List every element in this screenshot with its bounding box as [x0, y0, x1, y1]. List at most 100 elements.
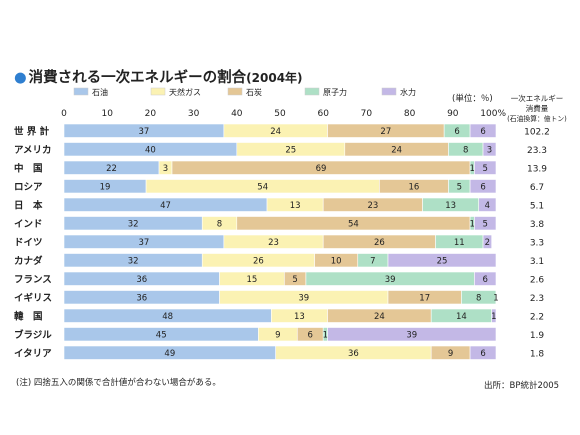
data-label-gas: 23: [268, 238, 279, 248]
data-label-nuclear: 7: [370, 257, 375, 267]
data-label-gas: 3: [163, 164, 168, 174]
data-label-gas: 39: [298, 294, 309, 304]
data-label-coal: 6: [308, 331, 313, 341]
data-label-hydro: 6: [480, 183, 485, 193]
consumption-value: 2.6: [530, 276, 545, 286]
consumption-value: 3.1: [530, 257, 544, 267]
category-label: イタリア: [14, 348, 52, 360]
bar-segment-hydro: [469, 179, 497, 194]
data-label-hydro: 1: [491, 312, 496, 322]
data-label-nuclear: 8: [476, 294, 481, 304]
data-label-nuclear: 1: [470, 220, 475, 230]
bar-segment-hydro: [482, 142, 497, 157]
legend-label-oil: 石油: [92, 87, 108, 97]
data-label-hydro: 2: [485, 238, 490, 248]
legend-swatch-coal: [227, 87, 243, 96]
chart-title-year: (2004年): [246, 71, 303, 85]
data-label-coal: 10: [331, 257, 342, 267]
data-label-oil: 49: [164, 349, 175, 359]
category-label: 韓 国: [14, 311, 43, 323]
category-label: 世 界 計: [14, 126, 50, 138]
x-tick-label: 30: [188, 109, 200, 119]
consumption-value: 3.8: [530, 220, 545, 230]
consumption-value: 1.9: [530, 331, 545, 341]
data-label-coal: 27: [380, 127, 391, 137]
consumption-value: 6.7: [530, 183, 544, 193]
bar-segment-hydro: [474, 160, 497, 175]
data-label-coal: 5: [292, 275, 297, 285]
data-label-gas: 54: [257, 183, 268, 193]
data-label-oil: 32: [128, 220, 139, 230]
bar-segment-hydro: [474, 216, 497, 231]
data-label-coal: 69: [316, 164, 327, 174]
x-tick-label: 90: [447, 109, 459, 119]
bar-segment-hydro: [482, 234, 492, 249]
category-label: ブラジル: [14, 329, 52, 341]
consumption-header-line2: 消費量: [526, 103, 549, 113]
data-label-oil: 37: [139, 238, 150, 248]
bar-segment-hydro: [327, 327, 497, 342]
consumption-value: 5.1: [530, 202, 544, 212]
data-label-nuclear: 39: [385, 275, 396, 285]
legend-swatch-hydro: [381, 87, 397, 96]
bar-segment-hydro: [495, 290, 497, 305]
x-tick-label: 70: [361, 109, 373, 119]
source-note: 出所：BP統計2005: [484, 381, 560, 391]
legend-label-gas: 天然ガス: [169, 87, 201, 97]
data-label-gas: 8: [217, 220, 222, 230]
consumption-value: 23.3: [527, 146, 547, 156]
data-label-nuclear: 1: [323, 331, 328, 341]
category-label: アメリカ: [14, 145, 52, 156]
data-label-hydro: 6: [482, 275, 487, 285]
data-label-oil: 22: [106, 164, 117, 174]
data-label-hydro: 39: [406, 331, 417, 341]
x-tick-label: 100%: [480, 109, 506, 119]
data-label-gas: 15: [247, 275, 258, 285]
category-label: イギリス: [14, 292, 52, 304]
bar-segment-hydro: [474, 271, 497, 286]
x-tick-label: 60: [317, 109, 329, 119]
x-tick-label: 0: [61, 109, 67, 119]
data-label-coal: 23: [367, 201, 378, 211]
consumption-header-line1: 一次エネルギー: [511, 93, 564, 103]
data-label-oil: 45: [156, 331, 167, 341]
consumption-value: 13.9: [527, 165, 547, 175]
data-label-hydro: 6: [480, 349, 485, 359]
data-label-oil: 48: [162, 312, 173, 322]
data-label-coal: 9: [448, 349, 453, 359]
consumption-header-line3: (石油換算：億トン): [507, 114, 567, 123]
data-label-gas: 36: [348, 349, 359, 359]
category-label: 日 本: [14, 200, 43, 212]
data-label-nuclear: 8: [463, 146, 468, 156]
data-label-gas: 13: [290, 201, 301, 211]
data-label-oil: 40: [145, 146, 156, 156]
data-label-oil: 19: [100, 183, 111, 193]
data-label-nuclear: 6: [454, 127, 459, 137]
data-label-gas: 25: [285, 146, 296, 156]
data-label-oil: 47: [160, 201, 171, 211]
data-label-hydro: 6: [480, 127, 485, 137]
chart-title-text: 消費される一次エネルギーの割合: [28, 70, 247, 86]
data-label-coal: 17: [419, 294, 430, 304]
bar-segment-hydro: [469, 123, 497, 138]
consumption-value: 102.2: [524, 128, 550, 138]
x-tick-label: 10: [101, 109, 113, 119]
x-tick-label: 20: [145, 109, 157, 119]
bar-segment-hydro: [478, 197, 497, 212]
data-label-coal: 54: [348, 220, 359, 230]
bar-segment-hydro: [387, 253, 497, 268]
data-label-oil: 36: [136, 294, 147, 304]
legend-swatch-gas: [150, 87, 166, 96]
consumption-value: 2.3: [530, 294, 544, 304]
data-label-oil: 36: [136, 275, 147, 285]
data-label-hydro: 5: [482, 164, 487, 174]
consumption-value: 3.3: [530, 239, 544, 249]
category-label: ドイツ: [14, 238, 43, 249]
data-label-nuclear: 5: [457, 183, 462, 193]
category-label: インド: [14, 219, 43, 230]
x-tick-label: 40: [231, 109, 243, 119]
legend-swatch-oil: [73, 87, 89, 96]
data-label-gas: 24: [270, 127, 281, 137]
